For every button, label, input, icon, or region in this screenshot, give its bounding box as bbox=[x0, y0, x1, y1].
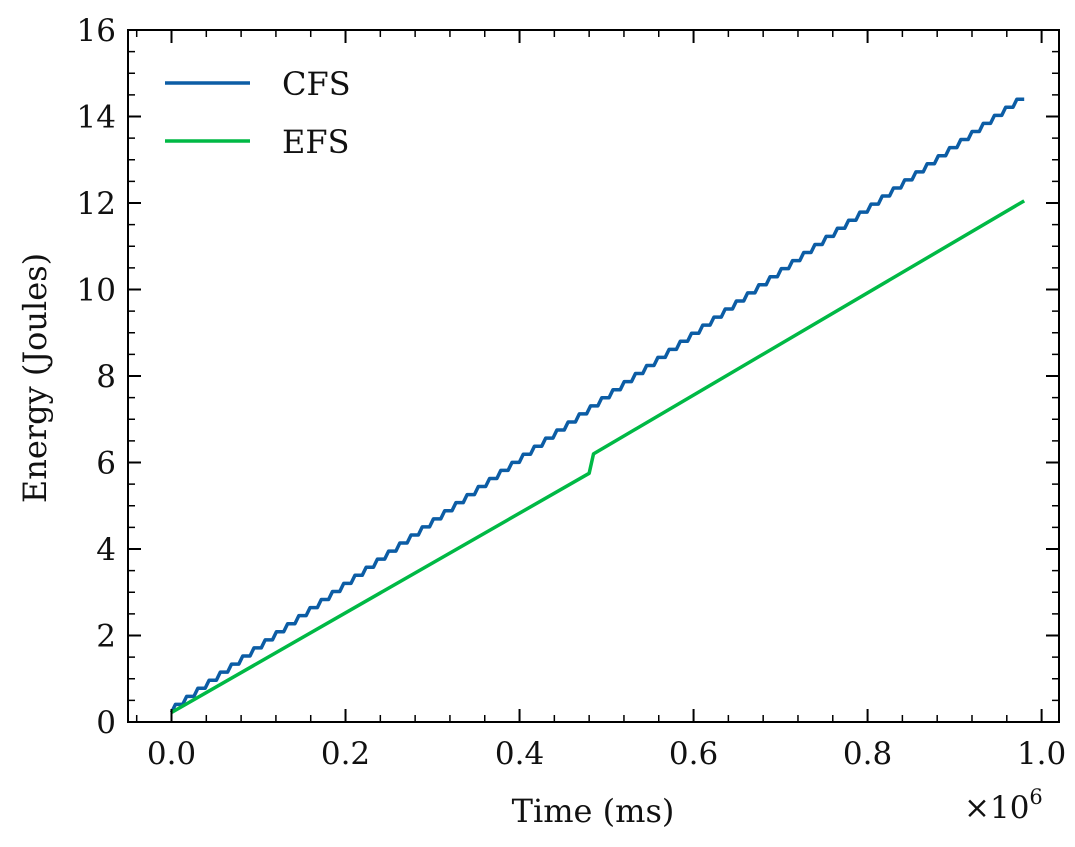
x-tick-label: 0.2 bbox=[321, 736, 370, 772]
x-multiplier-exponent: 6 bbox=[1029, 785, 1042, 809]
y-tick-label: 8 bbox=[96, 359, 116, 395]
y-tick-labels: 0 2 4 6 8 10 12 14 16 bbox=[77, 13, 116, 741]
x-multiplier-base: ×10 bbox=[964, 790, 1029, 826]
series-line-cfs bbox=[169, 97, 1025, 714]
y-tick-label: 0 bbox=[96, 705, 116, 741]
y-tick-label: 16 bbox=[77, 13, 116, 49]
x-tick-label: 1.0 bbox=[1017, 736, 1066, 772]
y-tick-label: 14 bbox=[77, 100, 116, 136]
y-tick-label: 4 bbox=[96, 532, 116, 568]
x-tick-labels: 0.0 0.2 0.4 0.6 0.8 1.0 bbox=[147, 736, 1066, 772]
plot-frame bbox=[127, 29, 1060, 723]
legend: CFS EFS bbox=[165, 65, 351, 161]
y-tick-label: 10 bbox=[77, 273, 116, 309]
x-tick-label: 0.4 bbox=[495, 736, 544, 772]
y-tick-label: 12 bbox=[77, 186, 116, 222]
plot-area bbox=[169, 97, 1026, 715]
x-axis-label: Time (ms) bbox=[512, 792, 675, 830]
y-tick-label: 2 bbox=[96, 619, 116, 655]
y-axis-label: Energy (Joules) bbox=[16, 253, 54, 503]
series-line-efs bbox=[170, 199, 1026, 715]
legend-label-efs: EFS bbox=[282, 123, 349, 161]
axis-ticks bbox=[128, 29, 1059, 723]
legend-label-cfs: CFS bbox=[282, 65, 351, 103]
x-axis-multiplier: ×106 bbox=[964, 785, 1043, 826]
y-tick-label: 6 bbox=[96, 446, 116, 482]
x-tick-label: 0.0 bbox=[147, 736, 196, 772]
x-tick-label: 0.6 bbox=[669, 736, 718, 772]
x-tick-label: 0.8 bbox=[843, 736, 892, 772]
